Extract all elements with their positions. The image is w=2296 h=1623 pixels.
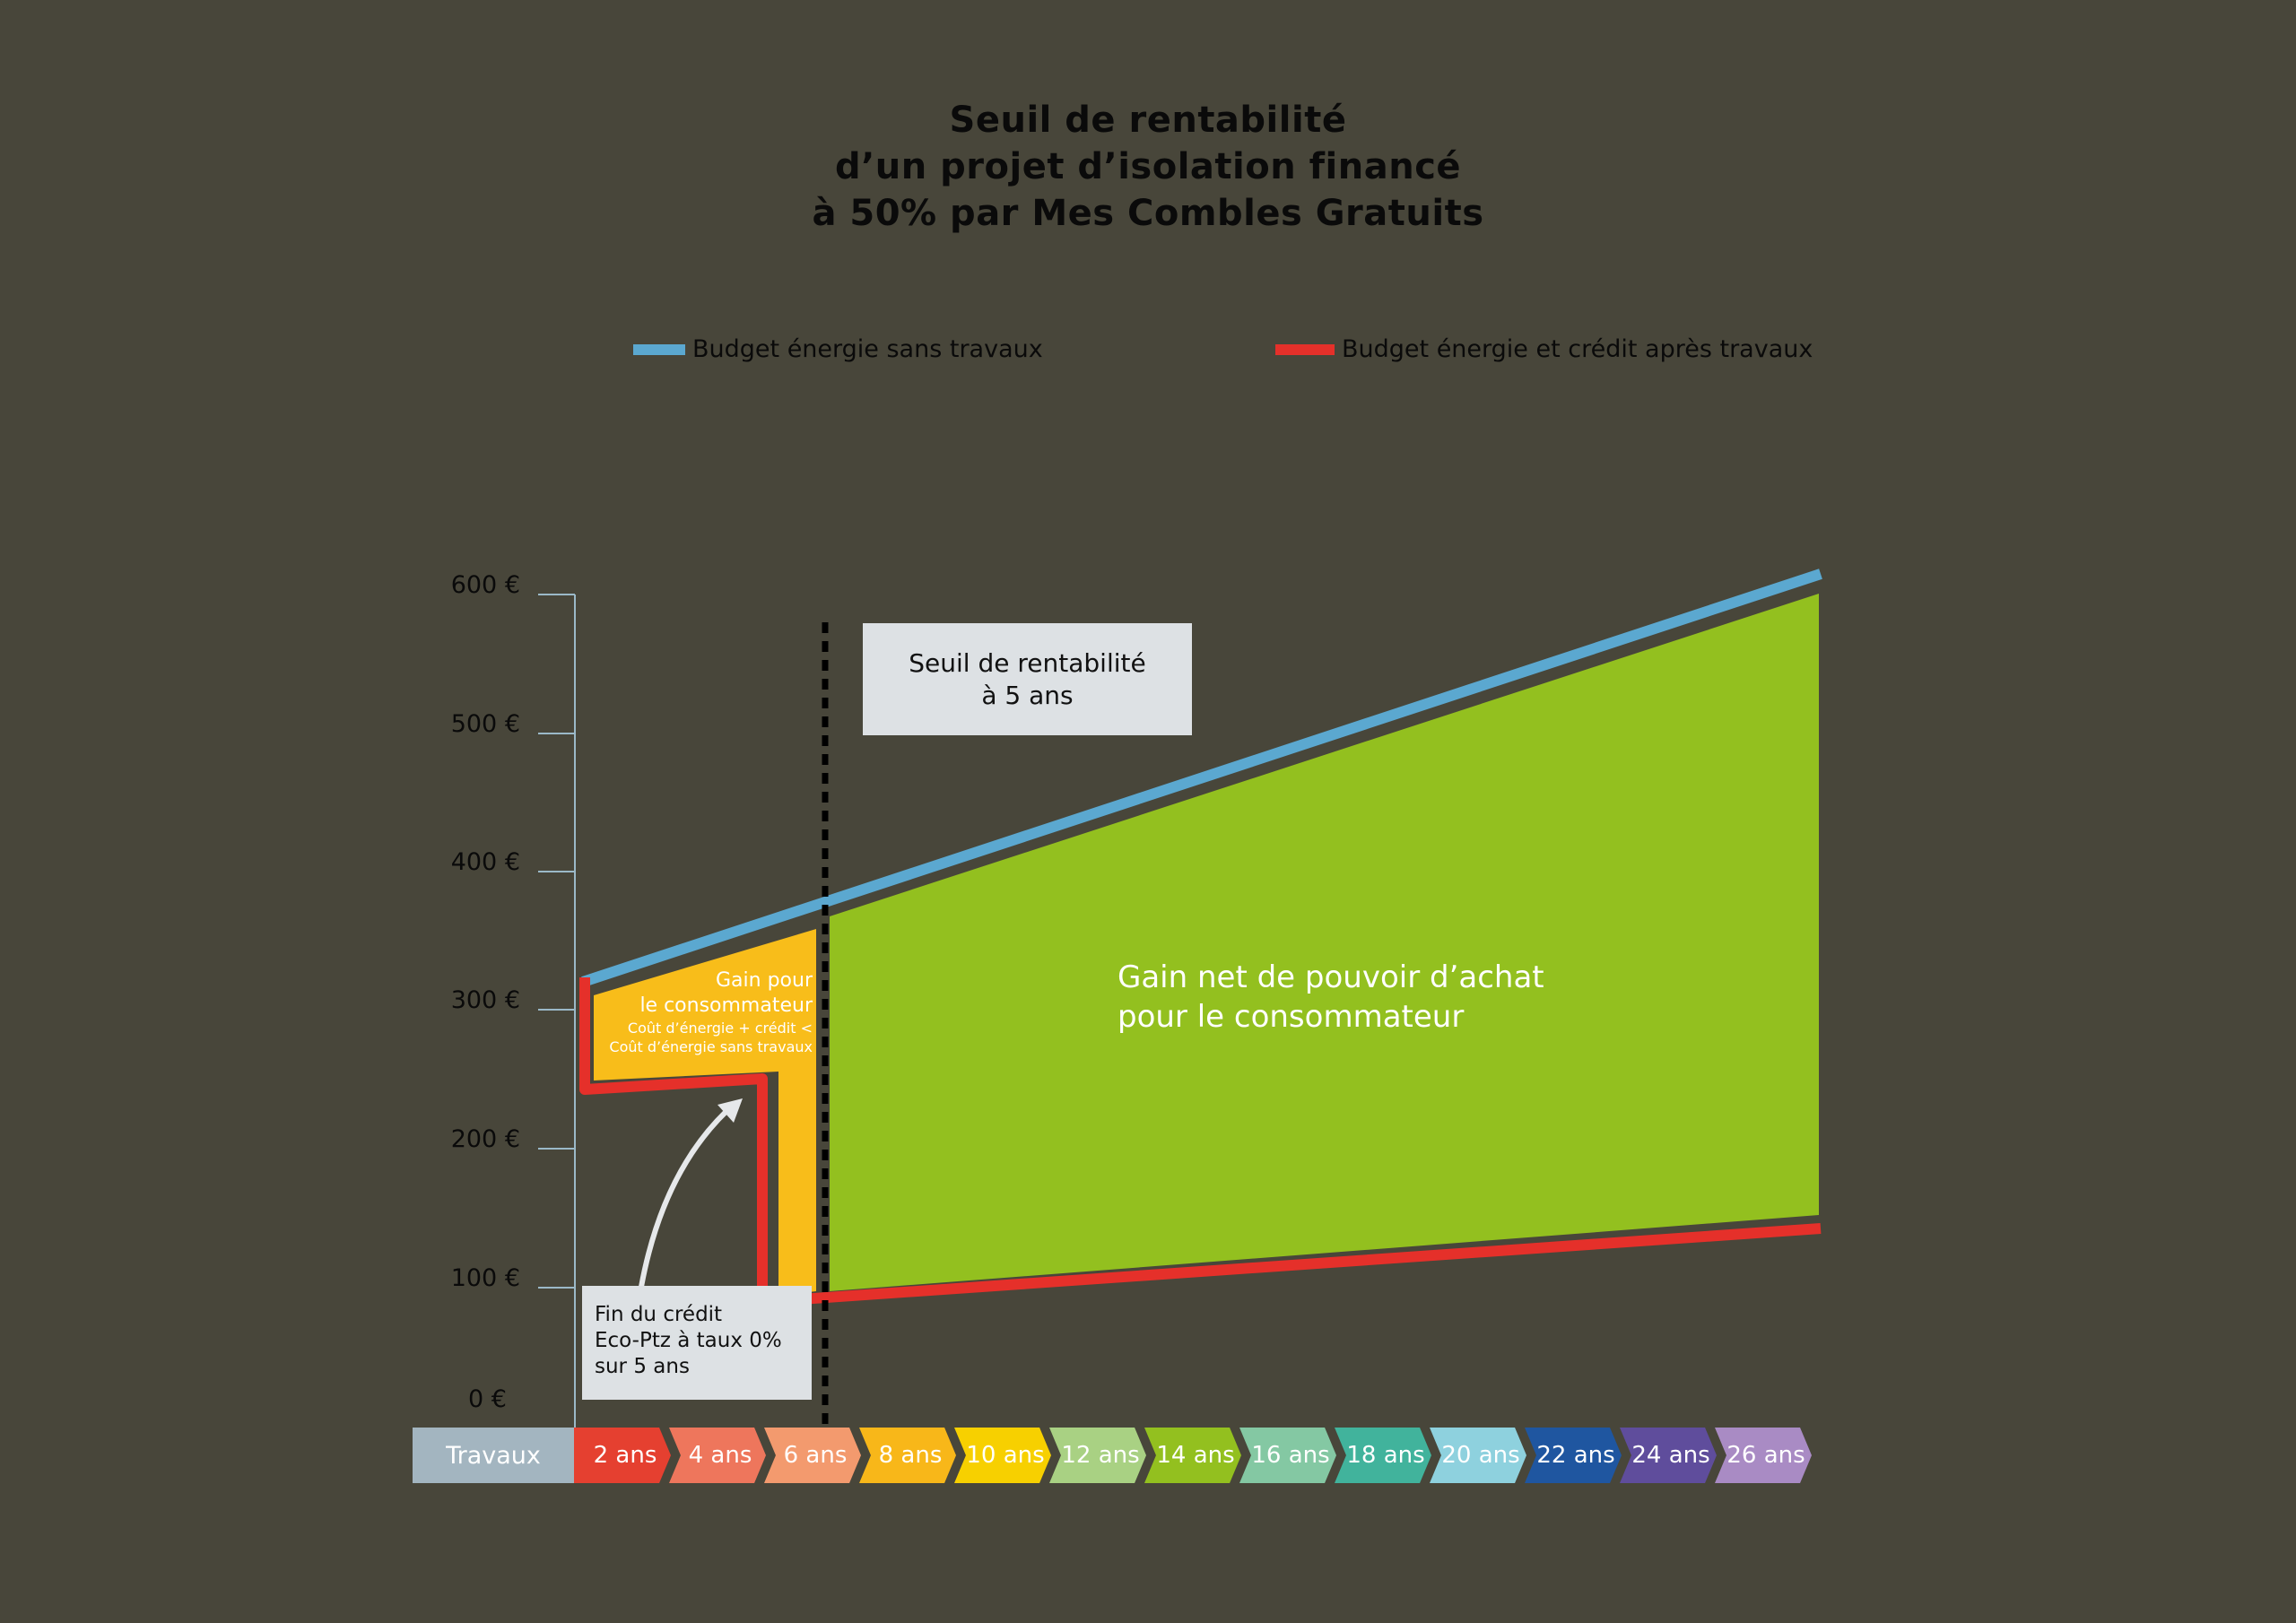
- net-gain-line-1: Gain net de pouvoir d’achat: [1118, 959, 1544, 995]
- step-label: 16 ans: [1251, 1442, 1330, 1469]
- timeline-works: Travaux: [413, 1428, 574, 1483]
- y-tick-200: 200 €: [450, 1125, 520, 1153]
- arrow-icon: [639, 1100, 737, 1288]
- step-label: 8 ans: [878, 1442, 943, 1469]
- y-tick-300: 300 €: [450, 986, 520, 1014]
- y-tick-0: 0 €: [468, 1385, 507, 1413]
- timeline-step: 18 ans: [1335, 1428, 1431, 1483]
- legend-item-without-works: Budget énergie sans travaux: [633, 335, 1043, 363]
- credit-end-box: Fin du crédit Eco-Ptz à taux 0% sur 5 an…: [582, 1286, 812, 1400]
- timeline-step: 4 ans: [669, 1428, 766, 1483]
- step-label: 22 ans: [1536, 1442, 1615, 1469]
- step-label: 14 ans: [1156, 1442, 1235, 1469]
- credit-end-line-1: Fin du crédit: [595, 1303, 723, 1326]
- timeline-step: 16 ans: [1239, 1428, 1336, 1483]
- step-label: 18 ans: [1346, 1442, 1425, 1469]
- breakeven-line-2: à 5 ans: [981, 680, 1074, 710]
- step-label: 6 ans: [783, 1442, 848, 1469]
- title-line-1: Seuil de rentabilité: [949, 100, 1347, 141]
- y-tick-600: 600 €: [450, 571, 520, 599]
- title-line-2: d’un projet d’isolation financé: [834, 146, 1462, 187]
- gain-title-line-2: le consommateur: [639, 994, 813, 1017]
- blue-series-line: [581, 568, 1822, 987]
- y-tick-400: 400 €: [450, 848, 520, 876]
- timeline-step: 2 ans: [574, 1428, 671, 1483]
- timeline-step: 6 ans: [764, 1428, 861, 1483]
- step-label: 10 ans: [966, 1442, 1045, 1469]
- timeline-step: 26 ans: [1715, 1428, 1812, 1483]
- step-label: 12 ans: [1061, 1442, 1140, 1469]
- title-line-3: à 50% par Mes Combles Gratuits: [812, 193, 1484, 234]
- credit-end-line-3: sur 5 ans: [595, 1355, 690, 1378]
- net-gain-area: [830, 594, 1819, 1291]
- gain-detail: Coût d’énergie + crédit < Coût d’énergie…: [583, 1019, 813, 1056]
- breakeven-line-1: Seuil de rentabilité: [909, 647, 1146, 678]
- net-gain-label: Gain net de pouvoir d’achat pour le cons…: [1118, 958, 1544, 1037]
- legend-label: Budget énergie et crédit après travaux: [1342, 335, 1813, 363]
- net-gain-line-2: pour le consommateur: [1118, 999, 1465, 1035]
- legend-label: Budget énergie sans travaux: [692, 335, 1043, 363]
- step-label: 2 ans: [593, 1442, 657, 1469]
- gain-title: Gain pour le consommateur: [583, 968, 813, 1019]
- step-label: 20 ans: [1441, 1442, 1520, 1469]
- gain-detail-line-1: Coût d’énergie + crédit <: [627, 1020, 813, 1037]
- legend-swatch-red: [1275, 343, 1335, 355]
- credit-end-line-2: Eco-Ptz à taux 0%: [595, 1329, 782, 1352]
- timeline-step: 10 ans: [954, 1428, 1051, 1483]
- step-label: 24 ans: [1631, 1442, 1710, 1469]
- gain-detail-line-2: Coût d’énergie sans travaux: [609, 1038, 813, 1055]
- timeline-step: 24 ans: [1620, 1428, 1717, 1483]
- breakeven-label-box: Seuil de rentabilité à 5 ans: [863, 623, 1192, 735]
- chart-title: Seuil de rentabilité d’un projet d’isola…: [0, 97, 2296, 237]
- timeline-step: 22 ans: [1525, 1428, 1622, 1483]
- timeline-step: 12 ans: [1049, 1428, 1146, 1483]
- step-label: 4 ans: [688, 1442, 752, 1469]
- y-tick-500: 500 €: [450, 710, 520, 738]
- gain-area: [594, 929, 816, 1296]
- timeline-bar: Travaux 2 ans 4 ans 6 ans 8 ans 10 ans 1…: [413, 1428, 1812, 1483]
- timeline-step: 8 ans: [859, 1428, 956, 1483]
- timeline-step: 14 ans: [1144, 1428, 1241, 1483]
- y-axis-ticks: [538, 594, 575, 1289]
- legend-item-with-credit: Budget énergie et crédit après travaux: [1275, 335, 1813, 363]
- arrow-head-icon: [718, 1098, 743, 1123]
- gain-title-line-1: Gain pour: [716, 969, 813, 992]
- timeline-step: 20 ans: [1430, 1428, 1526, 1483]
- y-tick-100: 100 €: [450, 1264, 520, 1292]
- step-label: 26 ans: [1726, 1442, 1805, 1469]
- legend-swatch-blue: [633, 343, 685, 355]
- red-series-line: [579, 977, 1822, 1307]
